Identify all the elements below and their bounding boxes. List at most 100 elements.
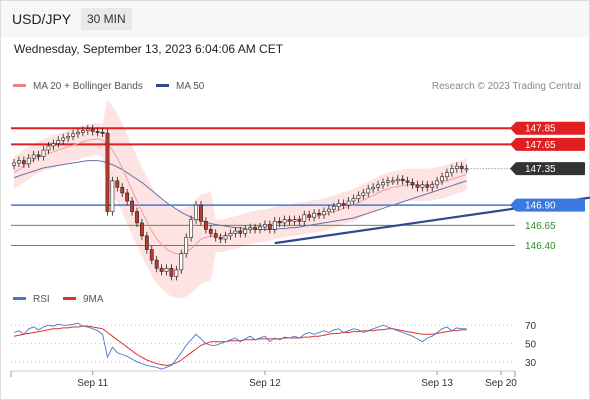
- x-tick-label: Sep 13: [421, 378, 453, 389]
- level-notch-147.35: [510, 162, 516, 176]
- candle-body: [258, 226, 262, 230]
- candle-body: [56, 140, 61, 144]
- candle-body: [80, 130, 85, 133]
- candle-body: [51, 143, 56, 147]
- candle-body: [154, 259, 159, 269]
- candle-body: [297, 219, 302, 222]
- candle-body: [41, 149, 46, 157]
- legend-rsi: RSI: [13, 294, 50, 305]
- candles: [12, 124, 469, 281]
- candle-body: [253, 227, 257, 230]
- rsi-tick-50: 50: [525, 340, 537, 351]
- rsi-swatch: [13, 296, 26, 300]
- candle-body: [90, 128, 95, 132]
- candle-body: [445, 172, 449, 178]
- candle-body: [120, 186, 125, 194]
- candle-body: [135, 211, 139, 224]
- candle-body: [322, 211, 326, 216]
- candle-body: [376, 184, 380, 188]
- candle-body: [100, 131, 105, 134]
- candle-body: [31, 154, 36, 159]
- candle-body: [331, 206, 336, 210]
- candle-body: [420, 184, 425, 188]
- candle-body: [292, 219, 297, 222]
- candle-body: [386, 180, 390, 183]
- candle-body: [395, 178, 400, 182]
- candle-body: [105, 132, 110, 212]
- candle-body: [125, 192, 130, 202]
- candle-body: [199, 204, 203, 222]
- symbol-label: USD/JPY: [12, 11, 72, 27]
- ma50-label: MA 50: [176, 81, 205, 92]
- x-tick-label: Sep 11: [77, 378, 108, 389]
- candle-body: [21, 160, 26, 165]
- candle-body: [248, 227, 253, 230]
- candle-body: [149, 249, 154, 261]
- candle-body: [46, 145, 51, 151]
- candle-body: [371, 186, 376, 190]
- candle-body: [71, 133, 75, 137]
- rsi-tick-70: 70: [525, 321, 537, 332]
- level-label-147.85: 147.85: [525, 124, 556, 135]
- candle-body: [351, 198, 356, 202]
- candle-body: [26, 157, 31, 165]
- candle-body: [307, 214, 312, 218]
- candle-body: [213, 233, 218, 238]
- candle-body: [336, 203, 341, 208]
- x-axis: Sep 11 Sep 12 Sep 13 Sep 20: [10, 370, 517, 389]
- candle-body: [159, 267, 164, 272]
- candle-body: [164, 267, 169, 272]
- candle-body: [440, 176, 444, 182]
- candle-body: [356, 195, 361, 199]
- candle-body: [169, 267, 174, 277]
- ma50-swatch: [156, 83, 169, 87]
- candle-body: [267, 224, 272, 230]
- timeframe-badge[interactable]: 30 MIN: [81, 8, 132, 30]
- candle-body: [61, 137, 66, 141]
- level-tag-147.65: [516, 137, 585, 151]
- candle-body: [115, 180, 120, 188]
- chart-header: USD/JPY 30 MIN: [1, 1, 589, 37]
- price-labels: 147.85 147.65 147.35 146.90 146.65 146.40: [510, 121, 585, 252]
- rsi-ma9-line: [13, 325, 467, 367]
- candle-body: [184, 237, 189, 254]
- ma9-swatch: [63, 296, 76, 300]
- candle-body: [243, 229, 248, 234]
- level-notch-147.65: [510, 137, 516, 151]
- rsi-label: RSI: [33, 294, 50, 305]
- price-levels: [11, 127, 515, 246]
- candle-body: [17, 160, 21, 164]
- candle-body: [381, 182, 385, 186]
- candle-body: [95, 131, 100, 133]
- candle-body: [36, 154, 41, 157]
- candle-body: [144, 235, 149, 250]
- candle-body: [464, 168, 469, 171]
- candle-body: [76, 131, 80, 135]
- level-tag-147.85: [516, 121, 585, 135]
- candle-body: [415, 184, 420, 188]
- candle-body: [238, 230, 243, 234]
- candle-body: [223, 235, 228, 240]
- candle-body: [228, 233, 233, 237]
- bollinger-band-fill: [14, 99, 467, 299]
- x-tick-label: Sep 20: [485, 378, 517, 389]
- legend-9ma: 9MA: [63, 294, 104, 305]
- ma9-label: 9MA: [83, 294, 104, 305]
- level-tag-147.35: [516, 162, 585, 176]
- rsi-panel: 70 50 30: [11, 321, 537, 370]
- ma20-label: MA 20 + Bollinger Bands: [33, 81, 143, 92]
- candle-body: [410, 182, 415, 186]
- candle-body: [459, 165, 464, 169]
- credit-text: Research © 2023 Trading Central: [431, 81, 581, 92]
- candle-body: [449, 168, 454, 174]
- candle-body: [208, 229, 213, 234]
- candle-body: [277, 220, 282, 224]
- candle-body: [263, 224, 267, 228]
- candle-body: [361, 192, 366, 196]
- candle-body: [282, 219, 287, 224]
- candle-body: [400, 178, 405, 182]
- candle-body: [302, 214, 307, 222]
- candle-body: [430, 184, 435, 188]
- candle-body: [85, 128, 90, 131]
